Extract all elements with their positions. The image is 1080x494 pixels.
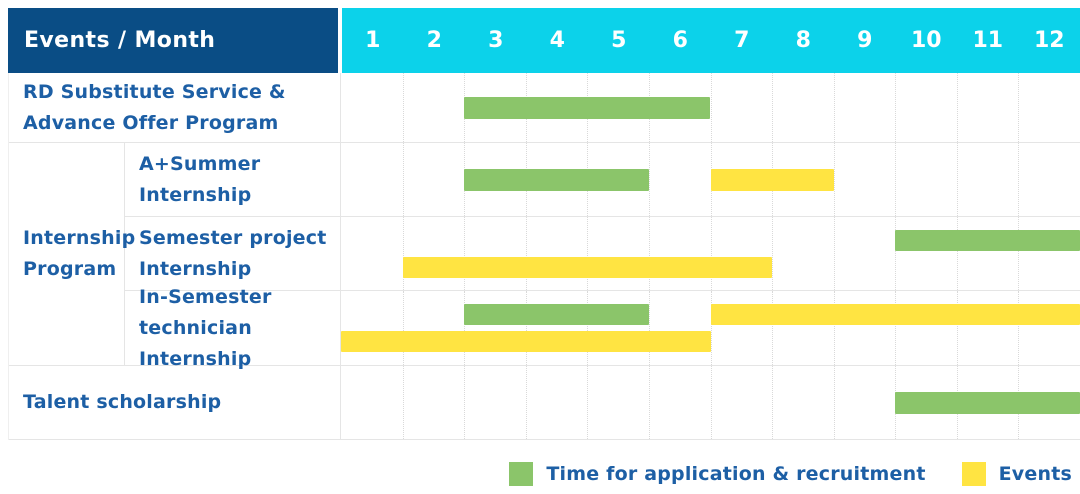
application-bar: [464, 168, 649, 191]
chart-cell-in-semester-technician-internship: [341, 291, 1080, 365]
month-gridline: [648, 217, 650, 290]
event-bar: [710, 304, 1080, 325]
legend-item-event: Events: [961, 462, 1072, 486]
month-gridline: [648, 291, 650, 365]
row-semester-project-internship: Semester project Internship: [125, 217, 1080, 291]
month-gridline: [1018, 143, 1020, 216]
row-a-summer-internship: A+Summer Internship: [125, 143, 1080, 217]
month-gridline: [525, 291, 527, 365]
month-gridline: [1018, 291, 1020, 365]
events-month-header-cell: Events / Month: [8, 8, 338, 73]
chart-cell-rd-substitute: [341, 73, 1080, 142]
chart-cell-semester-project-internship: [341, 217, 1080, 290]
month-label-3: 3: [488, 28, 504, 53]
month-gridline: [648, 366, 650, 439]
month-label-4: 4: [549, 28, 565, 53]
month-label-5: 5: [611, 28, 627, 53]
legend-item-application: Time for application & recruitment: [509, 462, 925, 486]
month-label-7: 7: [734, 28, 750, 53]
row-label-talent-scholarship: Talent scholarship: [9, 366, 341, 439]
month-gridline: [833, 217, 835, 290]
group-label-internship-program: Internship Program: [9, 143, 135, 365]
month-gridline: [402, 143, 404, 216]
month-header-row: 1 2 3 4 5 6 7 8 9 10 11 12: [342, 8, 1080, 73]
month-gridline: [710, 217, 712, 290]
month-gridline: [895, 143, 897, 216]
row-label-semester-project-internship: Semester project Internship: [125, 217, 341, 290]
month-gridline: [710, 291, 712, 365]
legend-label-event: Events: [998, 463, 1072, 485]
row-rd-substitute: RD Substitute Service & Advance Offer Pr…: [9, 73, 1080, 143]
legend-swatch-event: [961, 462, 986, 486]
month-gridline: [833, 366, 835, 439]
month-label-12: 12: [1033, 28, 1065, 53]
event-bar: [710, 168, 834, 191]
legend: Time for application & recruitment Events: [509, 460, 1072, 488]
month-gridline: [587, 366, 589, 439]
gantt-table: Events / Month 1 2 3 4 5 6 7 8 9 10 11 12 RD Substi…: [8, 8, 1080, 440]
month-gridline: [525, 366, 527, 439]
application-bar: [464, 304, 649, 325]
month-gridline: [648, 143, 650, 216]
row-label-a-summer-internship: A+Summer Internship: [125, 143, 341, 216]
table-header: Events / Month 1 2 3 4 5 6 7 8 9 10 11 12: [8, 8, 1080, 73]
month-gridline: [587, 291, 589, 365]
month-gridline: [1018, 73, 1020, 142]
month-gridline: [833, 73, 835, 142]
table-body: RD Substitute Service & Advance Offer Pr…: [8, 73, 1080, 440]
month-gridline: [587, 217, 589, 290]
month-gridline: [710, 73, 712, 142]
month-gridline: [772, 73, 774, 142]
month-gridline: [464, 217, 466, 290]
month-gridline: [833, 291, 835, 365]
month-label-6: 6: [672, 28, 688, 53]
month-label-11: 11: [972, 28, 1004, 53]
month-gridline: [956, 73, 958, 142]
month-gridline: [956, 143, 958, 216]
month-gridline: [525, 217, 527, 290]
month-gridline: [956, 291, 958, 365]
event-bar: [402, 257, 773, 278]
row-talent-scholarship: Talent scholarship: [9, 366, 1080, 440]
month-gridline: [402, 217, 404, 290]
month-gridline: [402, 366, 404, 439]
application-bar: [895, 230, 1080, 251]
chart-cell-talent-scholarship: [341, 366, 1080, 439]
application-bar: [895, 391, 1080, 414]
month-gridline: [402, 73, 404, 142]
month-gridline: [1018, 217, 1020, 290]
event-bar: [341, 331, 711, 352]
row-in-semester-technician-internship: In-Semester technician Internship: [125, 286, 1080, 370]
month-gridline: [772, 217, 774, 290]
month-label-10: 10: [910, 28, 942, 53]
month-gridline: [710, 366, 712, 439]
month-label-1: 1: [365, 28, 381, 53]
month-label-8: 8: [795, 28, 811, 53]
legend-label-application: Time for application & recruitment: [546, 463, 926, 485]
month-gridline: [956, 217, 958, 290]
row-group-internship-program: Internship Program A+Summer Internship S…: [9, 143, 1080, 370]
month-gridline: [895, 217, 897, 290]
row-label-in-semester-technician-internship: In-Semester technician Internship: [125, 286, 341, 370]
month-gridline: [833, 143, 835, 216]
month-gridline: [895, 73, 897, 142]
month-gridline: [464, 291, 466, 365]
application-bar: [464, 96, 711, 119]
month-gridline: [464, 366, 466, 439]
month-label-2: 2: [426, 28, 442, 53]
month-gridline: [772, 366, 774, 439]
chart-cell-a-summer-internship: [341, 143, 1080, 216]
month-gridline: [895, 291, 897, 365]
row-label-rd-substitute: RD Substitute Service & Advance Offer Pr…: [9, 73, 341, 142]
month-gridline: [402, 291, 404, 365]
month-label-9: 9: [857, 28, 873, 53]
legend-swatch-application: [509, 462, 534, 486]
internship-subrows: A+Summer Internship Semester project Int…: [125, 143, 1080, 370]
month-gridline: [772, 291, 774, 365]
